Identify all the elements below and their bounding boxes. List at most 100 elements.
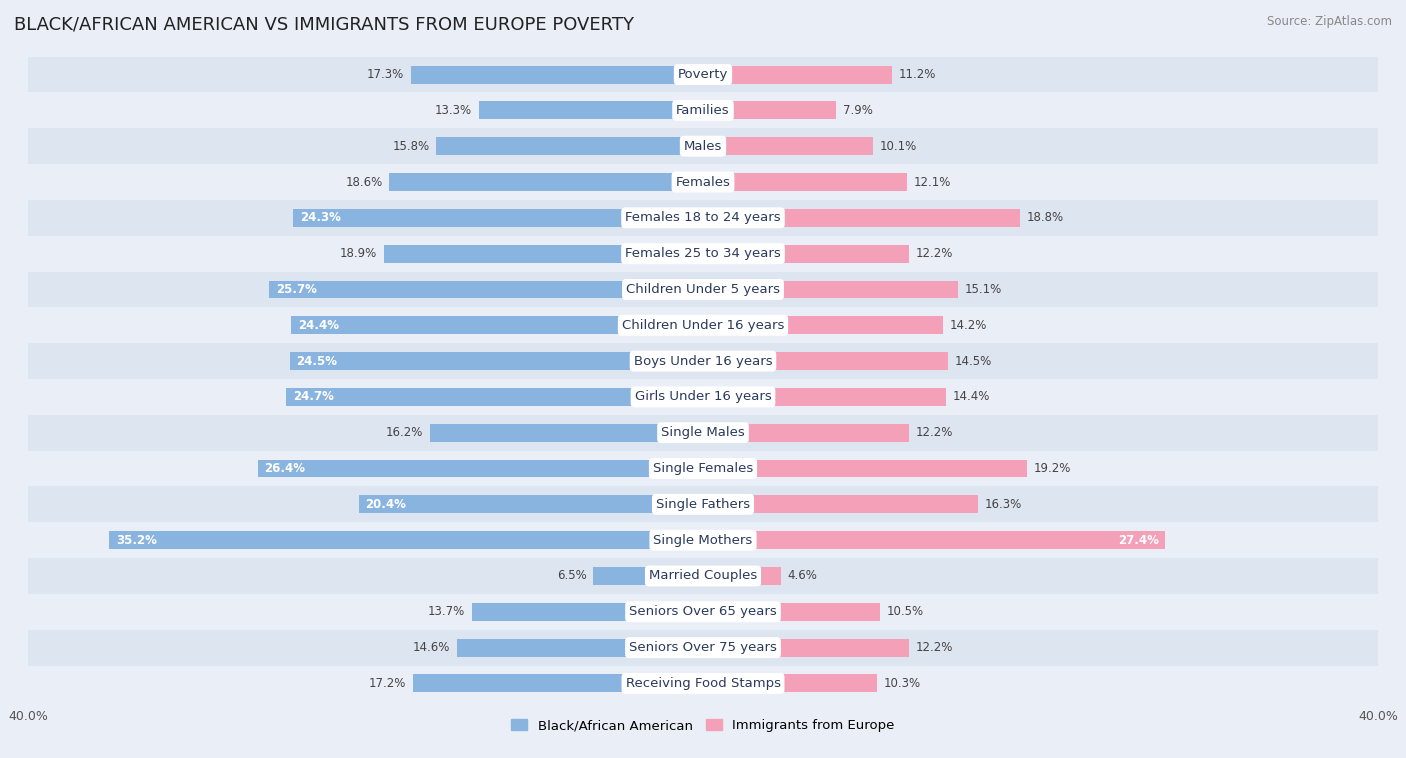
- Text: 17.2%: 17.2%: [368, 677, 406, 690]
- Legend: Black/African American, Immigrants from Europe: Black/African American, Immigrants from …: [506, 714, 900, 738]
- Text: 12.2%: 12.2%: [915, 426, 953, 439]
- Text: 20.4%: 20.4%: [366, 498, 406, 511]
- Bar: [411, 66, 703, 83]
- Bar: [28, 236, 1378, 271]
- Text: Source: ZipAtlas.com: Source: ZipAtlas.com: [1267, 15, 1392, 28]
- Text: Receiving Food Stamps: Receiving Food Stamps: [626, 677, 780, 690]
- Bar: [703, 567, 780, 585]
- Text: 24.3%: 24.3%: [299, 211, 340, 224]
- Text: 4.6%: 4.6%: [787, 569, 817, 582]
- Bar: [28, 128, 1378, 164]
- Bar: [28, 57, 1378, 92]
- Text: 15.1%: 15.1%: [965, 283, 1001, 296]
- Text: Females: Females: [675, 176, 731, 189]
- Text: 18.6%: 18.6%: [346, 176, 382, 189]
- Bar: [703, 102, 837, 119]
- Text: 19.2%: 19.2%: [1033, 462, 1071, 475]
- Bar: [593, 567, 703, 585]
- Bar: [28, 200, 1378, 236]
- Text: Single Males: Single Males: [661, 426, 745, 439]
- Text: 13.7%: 13.7%: [427, 606, 465, 619]
- Text: 18.9%: 18.9%: [340, 247, 377, 260]
- Text: 27.4%: 27.4%: [1118, 534, 1159, 547]
- Bar: [257, 459, 703, 478]
- Bar: [28, 92, 1378, 128]
- Bar: [110, 531, 703, 549]
- Text: 24.5%: 24.5%: [297, 355, 337, 368]
- Bar: [389, 173, 703, 191]
- Bar: [28, 343, 1378, 379]
- Bar: [384, 245, 703, 262]
- Text: Children Under 5 years: Children Under 5 years: [626, 283, 780, 296]
- Text: 18.8%: 18.8%: [1026, 211, 1064, 224]
- Text: 6.5%: 6.5%: [557, 569, 586, 582]
- Text: 26.4%: 26.4%: [264, 462, 305, 475]
- Bar: [703, 496, 979, 513]
- Bar: [28, 594, 1378, 630]
- Bar: [436, 137, 703, 155]
- Text: Married Couples: Married Couples: [650, 569, 756, 582]
- Text: 14.5%: 14.5%: [955, 355, 991, 368]
- Text: 10.1%: 10.1%: [880, 139, 917, 152]
- Text: 24.4%: 24.4%: [298, 319, 339, 332]
- Text: Families: Families: [676, 104, 730, 117]
- Text: BLACK/AFRICAN AMERICAN VS IMMIGRANTS FROM EUROPE POVERTY: BLACK/AFRICAN AMERICAN VS IMMIGRANTS FRO…: [14, 15, 634, 33]
- Bar: [703, 137, 873, 155]
- Bar: [290, 352, 703, 370]
- Bar: [28, 522, 1378, 558]
- Bar: [28, 415, 1378, 451]
- Text: 25.7%: 25.7%: [276, 283, 316, 296]
- Bar: [430, 424, 703, 442]
- Bar: [703, 352, 948, 370]
- Text: 16.2%: 16.2%: [385, 426, 423, 439]
- Text: Single Mothers: Single Mothers: [654, 534, 752, 547]
- Bar: [287, 388, 703, 406]
- Text: 10.5%: 10.5%: [887, 606, 924, 619]
- Bar: [703, 173, 907, 191]
- Text: Single Females: Single Females: [652, 462, 754, 475]
- Bar: [28, 451, 1378, 487]
- Bar: [703, 424, 908, 442]
- Bar: [703, 639, 908, 656]
- Bar: [703, 459, 1026, 478]
- Text: 12.2%: 12.2%: [915, 641, 953, 654]
- Bar: [703, 531, 1166, 549]
- Text: 16.3%: 16.3%: [984, 498, 1022, 511]
- Bar: [28, 487, 1378, 522]
- Text: 7.9%: 7.9%: [844, 104, 873, 117]
- Bar: [703, 316, 942, 334]
- Text: 10.3%: 10.3%: [883, 677, 921, 690]
- Text: Seniors Over 75 years: Seniors Over 75 years: [628, 641, 778, 654]
- Text: Females 18 to 24 years: Females 18 to 24 years: [626, 211, 780, 224]
- Text: 12.1%: 12.1%: [914, 176, 952, 189]
- Text: Boys Under 16 years: Boys Under 16 years: [634, 355, 772, 368]
- Text: 35.2%: 35.2%: [115, 534, 156, 547]
- Bar: [28, 666, 1378, 701]
- Text: Seniors Over 65 years: Seniors Over 65 years: [628, 606, 778, 619]
- Bar: [28, 307, 1378, 343]
- Bar: [28, 558, 1378, 594]
- Bar: [413, 675, 703, 692]
- Bar: [478, 102, 703, 119]
- Bar: [703, 388, 946, 406]
- Text: 17.3%: 17.3%: [367, 68, 405, 81]
- Bar: [703, 675, 877, 692]
- Bar: [703, 209, 1021, 227]
- Bar: [703, 66, 891, 83]
- Text: Females 25 to 34 years: Females 25 to 34 years: [626, 247, 780, 260]
- Text: 14.4%: 14.4%: [953, 390, 990, 403]
- Bar: [28, 379, 1378, 415]
- Bar: [703, 603, 880, 621]
- Text: Poverty: Poverty: [678, 68, 728, 81]
- Text: 24.7%: 24.7%: [292, 390, 333, 403]
- Bar: [359, 496, 703, 513]
- Text: 15.8%: 15.8%: [392, 139, 430, 152]
- Bar: [292, 209, 703, 227]
- Bar: [28, 164, 1378, 200]
- Text: Single Fathers: Single Fathers: [657, 498, 749, 511]
- Bar: [270, 280, 703, 299]
- Bar: [703, 280, 957, 299]
- Bar: [703, 245, 908, 262]
- Text: 13.3%: 13.3%: [434, 104, 472, 117]
- Bar: [291, 316, 703, 334]
